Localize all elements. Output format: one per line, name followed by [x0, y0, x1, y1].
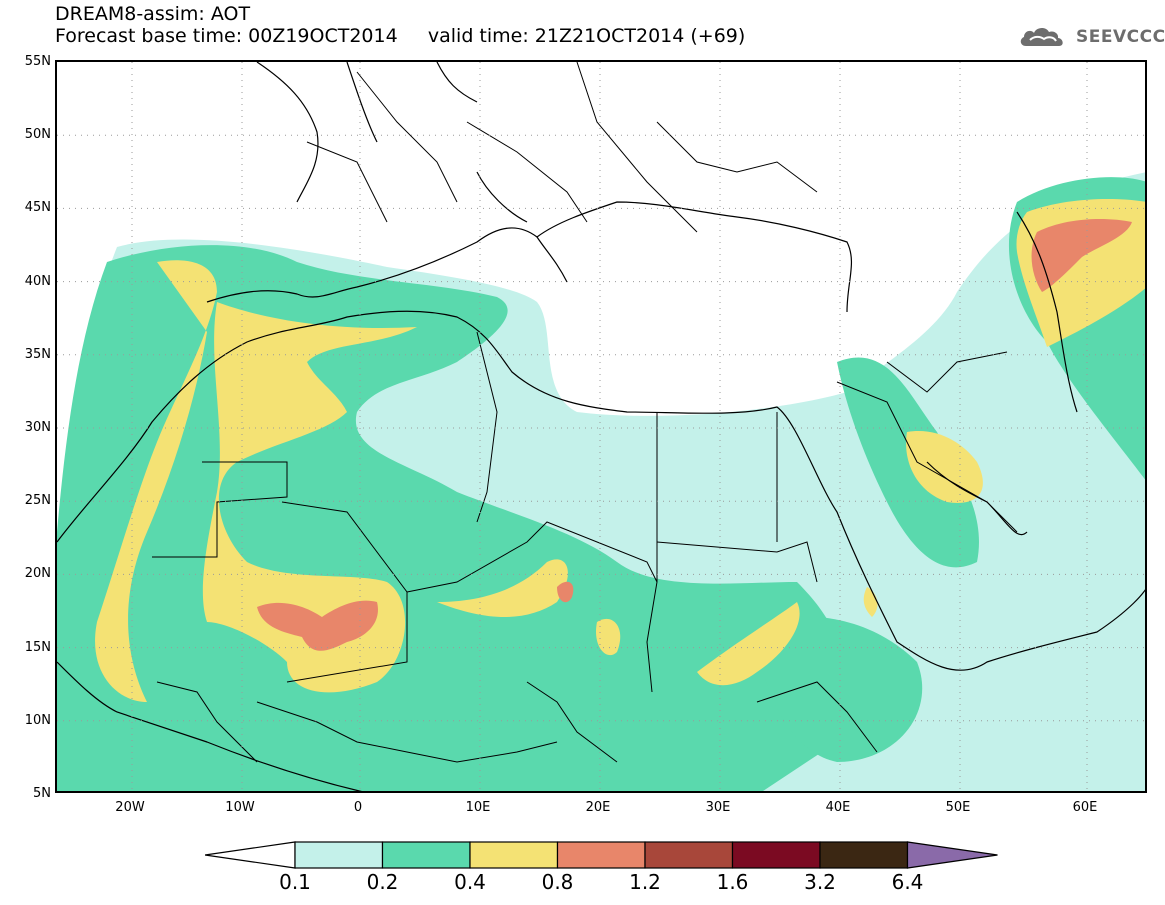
lat-label: 45N	[24, 200, 51, 216]
lat-label: 35N	[24, 346, 51, 362]
brand-name: SEEVCCC	[1076, 27, 1165, 47]
colorbar-tick-label: 3.2	[804, 870, 836, 894]
colorbar-tick-label: 0.2	[366, 870, 399, 894]
lat-label: 25N	[24, 493, 51, 509]
lat-label: 55N	[24, 54, 51, 69]
lat-label: 40N	[24, 273, 51, 289]
colorbar-low-arrow	[204, 841, 296, 869]
colorbar-tick-label: 0.8	[541, 870, 574, 894]
lat-label: 10N	[24, 712, 51, 728]
colorbar-tick-label: 0.4	[454, 870, 486, 894]
lon-label: 60E	[1072, 800, 1098, 815]
colorbar-swatch	[381, 841, 471, 869]
map-title: DREAM8-assim: AOT	[55, 3, 251, 25]
lat-label: 5N	[33, 786, 51, 801]
colorbar-swatch	[469, 841, 559, 869]
coastlines	[57, 62, 1145, 791]
lon-label: 0	[353, 800, 363, 815]
colorbar-swatch	[556, 841, 646, 869]
seevccc-logo: SEEVCCC	[1018, 24, 1165, 50]
forecast-time-subtitle: Forecast base time: 00Z19OCT2014 valid t…	[55, 25, 746, 47]
aot-band-0.4	[95, 199, 1145, 702]
graticule	[57, 62, 1145, 791]
cloud-icon	[1020, 27, 1063, 46]
colorbar	[204, 840, 1000, 874]
lon-label: 20E	[585, 800, 611, 815]
colorbar-swatch	[731, 841, 821, 869]
lon-label: 10W	[225, 800, 255, 815]
colorbar-tick-label: 0.1	[279, 870, 311, 894]
colorbar-swatch	[644, 841, 734, 869]
lon-label: 50E	[945, 800, 971, 815]
colorbar-tick-label: 1.6	[716, 870, 749, 894]
colorbar-tick-label: 1.2	[629, 870, 661, 894]
colorbar-tick-label: 6.4	[891, 870, 924, 894]
colorbar-swatch	[294, 841, 384, 869]
lon-label: 10E	[465, 800, 491, 815]
lat-label: 15N	[24, 639, 51, 655]
lat-label: 20N	[24, 566, 51, 582]
colorbar-swatch	[819, 841, 909, 869]
lon-label: 20W	[115, 800, 145, 815]
colorbar-swatches	[204, 841, 998, 869]
country-borders	[152, 62, 1018, 763]
lon-label: 30E	[705, 800, 731, 815]
lon-label: 40E	[825, 800, 851, 815]
aot-map	[55, 60, 1147, 793]
lat-label: 50N	[24, 127, 51, 143]
aot-band-0.8	[257, 219, 1132, 651]
lat-label: 30N	[24, 420, 51, 435]
aot-field	[57, 62, 1145, 791]
colorbar-swatch	[906, 841, 998, 869]
